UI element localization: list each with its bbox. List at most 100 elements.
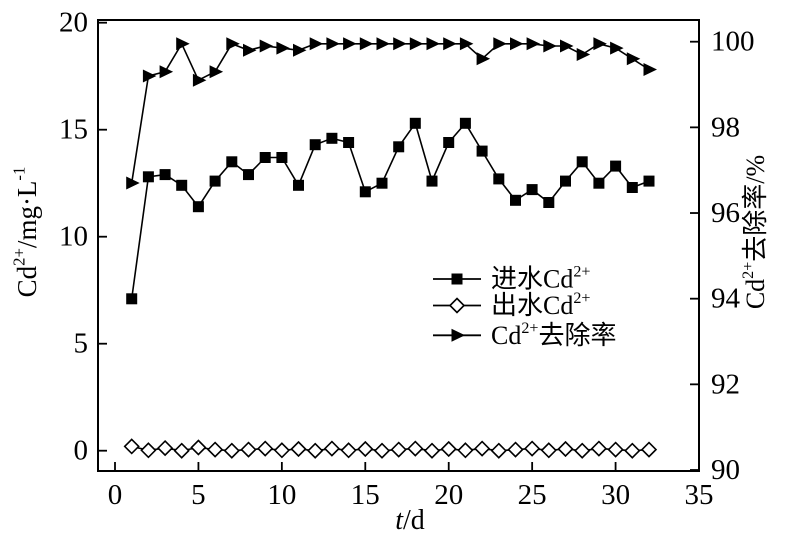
marker-filled-square — [409, 117, 421, 129]
marker-filled-square — [343, 137, 355, 148]
y-left-tick-label: 5 — [74, 328, 89, 360]
y-right-tick-label: 100 — [711, 26, 755, 58]
x-axis-tick-label: 30 — [601, 479, 630, 511]
x-axis: 0 5 10 15 20 25 30 35 — [108, 462, 714, 511]
marker-filled-square — [510, 194, 521, 206]
legend: 进水Cd2+出水Cd2+Cd2+去除率 — [433, 264, 616, 350]
marker-open-diamond — [323, 440, 341, 457]
x-axis-tick-label: 0 — [108, 479, 123, 511]
series-removal-rate — [126, 37, 657, 190]
marker-open-diamond — [523, 440, 541, 457]
marker-filled-right-triangle — [276, 41, 290, 55]
marker-filled-right-triangle — [309, 37, 324, 51]
marker-filled-right-triangle — [543, 39, 557, 53]
marker-open-diamond — [607, 441, 624, 458]
marker-open-diamond — [448, 297, 466, 314]
marker-open-diamond — [557, 440, 574, 458]
marker-filled-right-triangle — [610, 41, 624, 55]
marker-filled-right-triangle — [326, 37, 340, 51]
marker-open-diamond — [190, 439, 207, 456]
legend-item-influent-cd: 进水Cd2+ — [433, 264, 590, 294]
marker-filled-right-triangle — [576, 48, 591, 61]
marker-filled-right-triangle — [142, 69, 157, 83]
marker-open-diamond — [240, 441, 257, 458]
marker-filled-square — [293, 179, 304, 191]
legend-item-effluent-cd: 出水Cd2+ — [433, 290, 590, 320]
marker-filled-square — [126, 293, 138, 305]
legend-label: 进水Cd2+ — [491, 264, 590, 294]
series-effluent-cd — [123, 438, 658, 459]
marker-filled-right-triangle — [343, 37, 357, 51]
marker-filled-square — [643, 175, 655, 187]
marker-open-diamond — [357, 440, 374, 458]
marker-filled-square — [393, 141, 405, 153]
marker-filled-right-triangle — [510, 37, 524, 51]
marker-filled-square — [576, 156, 588, 168]
marker-filled-square — [309, 139, 321, 151]
marker-open-diamond — [140, 442, 157, 459]
marker-open-diamond — [640, 441, 658, 458]
y-left-tick-label: 0 — [74, 435, 89, 467]
marker-filled-right-triangle — [476, 52, 491, 66]
marker-filled-square — [243, 169, 254, 181]
marker-filled-square — [593, 177, 605, 189]
plot-frame — [97, 19, 700, 472]
marker-filled-square — [209, 175, 221, 187]
marker-open-diamond — [624, 442, 641, 459]
y-left-tick-label: 10 — [59, 221, 88, 253]
marker-filled-right-triangle — [126, 176, 140, 190]
marker-filled-right-triangle — [426, 37, 440, 51]
marker-filled-square — [451, 273, 463, 285]
marker-filled-right-triangle — [359, 37, 374, 51]
marker-open-diamond — [590, 440, 608, 457]
marker-open-diamond — [507, 441, 524, 458]
y-left-tick-label: 20 — [59, 7, 88, 39]
marker-open-diamond — [223, 442, 240, 459]
marker-filled-square — [226, 156, 238, 168]
y-axis-left: 0 5 10 15 20 — [59, 7, 107, 467]
marker-open-diamond — [206, 441, 224, 458]
marker-filled-square — [610, 160, 622, 172]
marker-filled-right-triangle — [409, 37, 424, 51]
marker-filled-square — [359, 186, 371, 198]
marker-filled-square — [459, 117, 471, 129]
marker-open-diamond — [540, 442, 557, 459]
y-left-tick-label: 15 — [59, 114, 88, 146]
marker-open-diamond — [273, 442, 291, 459]
marker-filled-square — [476, 145, 488, 157]
legend-label: Cd2+去除率 — [491, 320, 616, 350]
marker-filled-right-triangle — [176, 37, 190, 51]
marker-filled-right-triangle — [451, 328, 465, 342]
y-axis-right: 90 92 94 96 98 100 — [690, 26, 755, 486]
y-right-axis-label: Cd2+去除率/% — [740, 155, 770, 309]
marker-open-diamond — [423, 442, 441, 459]
marker-filled-right-triangle — [593, 37, 607, 51]
marker-filled-right-triangle — [560, 39, 574, 53]
marker-filled-right-triangle — [459, 37, 474, 51]
marker-open-diamond — [173, 442, 190, 459]
marker-filled-right-triangle — [243, 43, 257, 57]
marker-filled-square — [376, 177, 388, 189]
marker-open-diamond — [290, 440, 307, 458]
marker-filled-right-triangle — [293, 43, 307, 57]
marker-open-diamond — [307, 442, 324, 459]
y-right-tick-label: 92 — [711, 368, 740, 400]
x-axis-label: t/d — [395, 505, 425, 536]
marker-filled-right-triangle — [226, 37, 240, 51]
marker-open-diamond — [257, 440, 274, 457]
marker-open-diamond — [373, 442, 391, 459]
legend-item-removal-rate: Cd2+去除率 — [433, 320, 616, 350]
marker-filled-square — [176, 179, 188, 191]
marker-filled-right-triangle — [192, 73, 207, 87]
marker-open-diamond — [156, 439, 174, 457]
marker-filled-square — [493, 173, 505, 185]
marker-filled-right-triangle — [443, 37, 457, 51]
marker-filled-square — [276, 152, 288, 163]
y-right-tick-label: 90 — [711, 454, 740, 486]
y-right-tick-label: 94 — [711, 283, 741, 315]
x-axis-tick-label: 15 — [351, 479, 380, 511]
marker-filled-square — [443, 137, 455, 148]
x-axis-tick-label: 20 — [434, 479, 463, 511]
marker-filled-square — [142, 171, 154, 183]
